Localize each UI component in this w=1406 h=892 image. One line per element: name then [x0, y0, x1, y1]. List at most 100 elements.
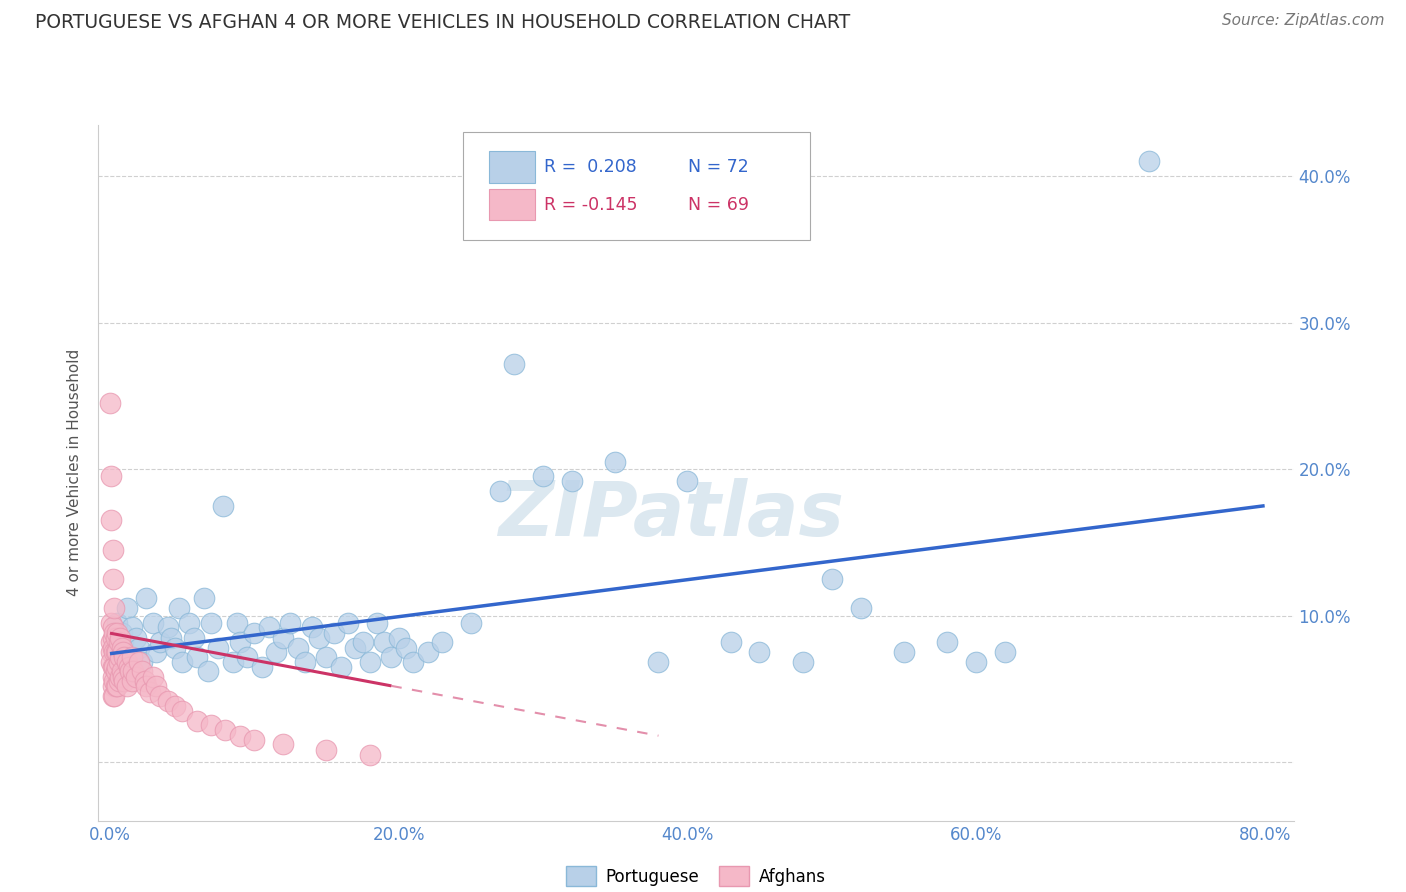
Point: [193, 591, 215, 605]
Point: [101, 640, 124, 655]
Point: [264, 645, 287, 659]
Point: [107, 635, 129, 649]
Point: [103, 674, 125, 689]
Text: N = 69: N = 69: [688, 196, 748, 214]
Point: [280, 615, 302, 630]
Point: [156, 620, 179, 634]
Point: [142, 670, 165, 684]
Point: [163, 640, 186, 655]
Point: [820, 572, 842, 586]
Point: [134, 674, 156, 689]
Point: [243, 626, 266, 640]
Point: [111, 635, 134, 649]
Point: [112, 674, 135, 689]
Point: [359, 656, 381, 670]
Text: N = 72: N = 72: [688, 158, 748, 176]
Point: [131, 656, 153, 670]
Point: [112, 645, 135, 659]
Point: [101, 620, 124, 634]
Point: [236, 649, 259, 664]
Point: [117, 601, 139, 615]
Point: [125, 631, 148, 645]
Point: [163, 699, 186, 714]
Point: [131, 665, 153, 679]
Point: [104, 645, 127, 659]
Point: [271, 631, 294, 645]
FancyBboxPatch shape: [463, 132, 810, 240]
Point: [125, 670, 148, 684]
Point: [179, 615, 201, 630]
Point: [849, 601, 872, 615]
Point: [315, 649, 337, 664]
Point: [647, 656, 669, 670]
Point: [107, 674, 129, 689]
Point: [145, 679, 167, 693]
Point: [430, 635, 453, 649]
Point: [402, 656, 425, 670]
Point: [105, 679, 128, 693]
Point: [128, 640, 150, 655]
Point: [337, 615, 360, 630]
Point: [100, 513, 122, 527]
Point: [145, 645, 167, 659]
Point: [142, 615, 165, 630]
Point: [488, 484, 510, 499]
Point: [308, 631, 330, 645]
Point: [122, 665, 145, 679]
Point: [101, 670, 124, 684]
Point: [676, 474, 699, 488]
Point: [104, 631, 127, 645]
Point: [111, 645, 134, 659]
Point: [118, 660, 141, 674]
Point: [503, 357, 526, 371]
Point: [112, 649, 135, 664]
Point: [965, 656, 987, 670]
Point: [211, 499, 233, 513]
Point: [1137, 154, 1160, 169]
Point: [105, 645, 128, 659]
Text: R =  0.208: R = 0.208: [544, 158, 637, 176]
Legend: Portuguese, Afghans: Portuguese, Afghans: [560, 860, 832, 892]
Point: [315, 743, 337, 757]
Point: [128, 656, 150, 670]
Point: [101, 572, 124, 586]
Point: [460, 615, 482, 630]
Point: [792, 656, 814, 670]
FancyBboxPatch shape: [489, 152, 534, 183]
Point: [183, 631, 205, 645]
Point: [395, 640, 418, 655]
Point: [108, 670, 131, 684]
Point: [416, 645, 439, 659]
Point: [100, 469, 122, 483]
Point: [103, 689, 125, 703]
Point: [101, 631, 124, 645]
Point: [186, 649, 208, 664]
Point: [226, 615, 249, 630]
Point: [149, 635, 172, 649]
Point: [243, 733, 266, 747]
Point: [366, 615, 388, 630]
Point: [380, 649, 402, 664]
Text: ZIPatlas: ZIPatlas: [499, 477, 845, 551]
Point: [107, 656, 129, 670]
Point: [221, 656, 243, 670]
Y-axis label: 4 or more Vehicles in Household: 4 or more Vehicles in Household: [67, 349, 83, 597]
Text: R = -0.145: R = -0.145: [544, 196, 638, 214]
Point: [100, 656, 122, 670]
Point: [301, 620, 323, 634]
Point: [135, 591, 157, 605]
Point: [936, 635, 959, 649]
Point: [159, 631, 181, 645]
Point: [250, 660, 273, 674]
Point: [103, 626, 125, 640]
Point: [531, 469, 554, 483]
Point: [103, 645, 125, 659]
Point: [257, 620, 280, 634]
Point: [100, 645, 122, 659]
Point: [110, 640, 132, 655]
Point: [207, 640, 229, 655]
Point: [197, 665, 219, 679]
Point: [352, 635, 374, 649]
Point: [105, 615, 128, 630]
Text: PORTUGUESE VS AFGHAN 4 OR MORE VEHICLES IN HOUSEHOLD CORRELATION CHART: PORTUGUESE VS AFGHAN 4 OR MORE VEHICLES …: [35, 13, 851, 32]
